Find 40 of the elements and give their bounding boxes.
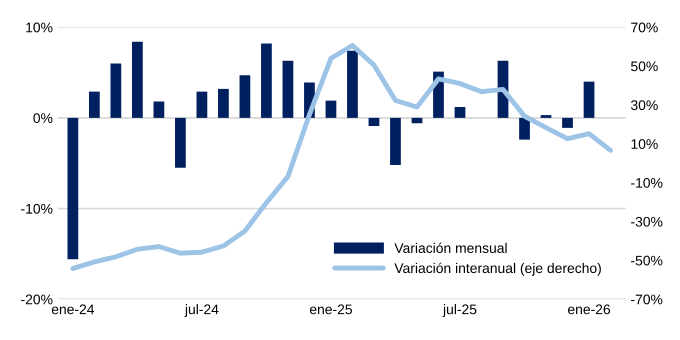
bar bbox=[390, 118, 401, 166]
bar bbox=[218, 88, 229, 118]
bar bbox=[562, 118, 573, 128]
bar bbox=[326, 100, 336, 118]
y2-tick-label: 30% bbox=[630, 100, 658, 110]
bar bbox=[110, 63, 122, 118]
bar bbox=[132, 42, 143, 118]
y-tick-label: -20% bbox=[21, 294, 52, 304]
y2-tick-label: -10% bbox=[631, 178, 662, 188]
bar bbox=[584, 82, 594, 118]
bar bbox=[154, 102, 164, 118]
x-tick-label: ene-26 bbox=[568, 304, 610, 314]
y2-tick-label: 50% bbox=[631, 61, 658, 72]
bar bbox=[261, 44, 272, 118]
y2-tick-label: 70% bbox=[631, 22, 658, 32]
bar bbox=[282, 60, 294, 118]
bar bbox=[454, 106, 466, 118]
x-tick-label: ene-25 bbox=[310, 304, 352, 314]
y2-tick-label: -30% bbox=[631, 216, 662, 227]
bar bbox=[347, 50, 358, 118]
x-tick-label: jul-24 bbox=[184, 304, 218, 318]
bar bbox=[412, 118, 422, 124]
bar bbox=[368, 118, 380, 126]
legend-label: Variación interanual (eje derecho) bbox=[394, 262, 601, 276]
bar bbox=[240, 75, 250, 118]
x-tick-label: ene-24 bbox=[52, 304, 94, 314]
bar bbox=[540, 115, 552, 118]
bar bbox=[519, 118, 530, 140]
y-tick-label: 0% bbox=[33, 113, 52, 124]
y-tick-label: 10% bbox=[26, 22, 52, 32]
x-tick-label: jul-25 bbox=[442, 304, 476, 318]
bar bbox=[67, 118, 78, 260]
legend-label: Variación mensual bbox=[394, 242, 507, 254]
bar bbox=[175, 118, 186, 168]
y2-tick-label: -50% bbox=[631, 256, 662, 266]
y2-tick-label: 10% bbox=[632, 139, 658, 149]
y2-tick-label: -70% bbox=[631, 294, 662, 304]
y-tick-label: -10% bbox=[21, 204, 52, 214]
bar bbox=[196, 92, 208, 118]
bar bbox=[88, 92, 100, 118]
